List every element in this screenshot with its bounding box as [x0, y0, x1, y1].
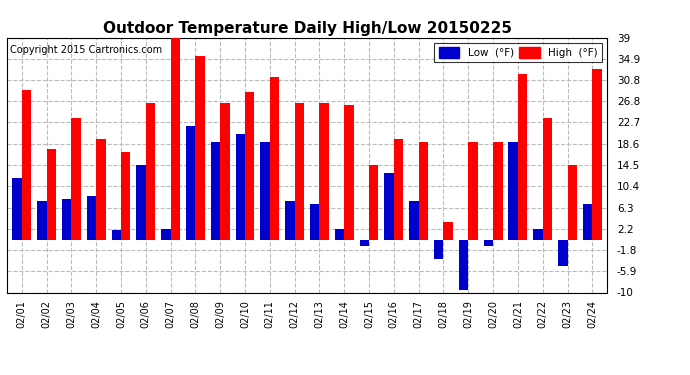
Bar — [394, 139, 403, 240]
Title: Outdoor Temperature Daily High/Low 20150225: Outdoor Temperature Daily High/Low 20150… — [103, 21, 511, 36]
Bar — [146, 102, 155, 240]
Bar — [592, 69, 602, 240]
Bar — [96, 139, 106, 240]
Bar — [359, 240, 369, 246]
Bar — [112, 230, 121, 240]
Bar — [335, 229, 344, 240]
Bar — [409, 201, 419, 240]
Bar — [121, 152, 130, 240]
Bar — [384, 173, 394, 240]
Bar — [260, 142, 270, 240]
Bar — [22, 90, 31, 240]
Bar — [459, 240, 469, 290]
Legend: Low  (°F), High  (°F): Low (°F), High (°F) — [435, 43, 602, 62]
Bar — [137, 165, 146, 240]
Bar — [543, 118, 552, 240]
Bar — [493, 142, 502, 240]
Bar — [170, 38, 180, 240]
Bar — [369, 165, 379, 240]
Bar — [444, 222, 453, 240]
Bar — [211, 142, 220, 240]
Bar — [235, 134, 245, 240]
Bar — [419, 142, 428, 240]
Bar — [469, 142, 477, 240]
Bar — [533, 229, 543, 240]
Text: Copyright 2015 Cartronics.com: Copyright 2015 Cartronics.com — [10, 45, 162, 55]
Bar — [434, 240, 444, 259]
Bar — [558, 240, 567, 267]
Bar — [37, 201, 47, 240]
Bar — [195, 56, 205, 240]
Bar — [344, 105, 354, 240]
Bar — [310, 204, 319, 240]
Bar — [87, 196, 96, 240]
Bar — [270, 76, 279, 240]
Bar — [245, 92, 255, 240]
Bar — [186, 126, 195, 240]
Bar — [518, 74, 527, 240]
Bar — [12, 178, 22, 240]
Bar — [285, 201, 295, 240]
Bar — [319, 102, 329, 240]
Bar — [71, 118, 81, 240]
Bar — [509, 142, 518, 240]
Bar — [47, 149, 56, 240]
Bar — [295, 102, 304, 240]
Bar — [567, 165, 577, 240]
Bar — [484, 240, 493, 246]
Bar — [583, 204, 592, 240]
Bar — [220, 102, 230, 240]
Bar — [161, 229, 170, 240]
Bar — [62, 199, 71, 240]
